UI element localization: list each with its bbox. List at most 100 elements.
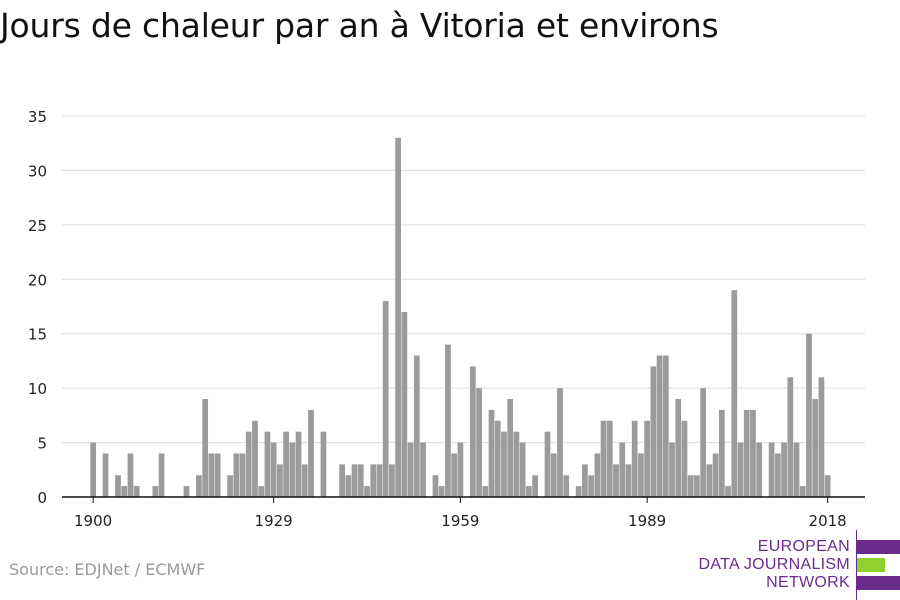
bar-1965 [494,420,501,497]
bar-1917 [196,475,202,497]
x-tick-label: 2018 [809,512,847,530]
x-tick-label: 1989 [628,512,666,530]
bar-1942 [351,464,358,497]
bar-1927 [258,486,265,497]
logo-bar-purple-bottom [857,576,900,590]
bar-1961 [469,366,476,497]
bar-1985 [619,442,626,497]
bar-1955 [432,475,439,497]
bar-2001 [718,409,725,497]
bar-1945 [370,464,377,497]
bar-2017 [818,377,825,497]
bar-2002 [725,486,731,497]
bar-1999 [706,464,713,497]
x-tick-label: 1959 [441,512,479,530]
bar-1902 [102,453,109,497]
bar-1983 [606,420,613,497]
bar-1952 [413,355,420,497]
y-tick-label: 15 [28,326,47,344]
bar-2013 [793,442,800,497]
bar-2003 [731,290,738,497]
bar-1975 [557,388,563,497]
bar-1980 [588,475,594,497]
bar-1963 [482,486,489,497]
bar-2016 [812,399,819,497]
bar-1990 [650,366,657,497]
bar-1988 [638,453,644,497]
bar-1958 [451,453,458,497]
bar-1941 [345,475,352,497]
bar-1933 [295,431,302,497]
bar-1996 [687,475,694,497]
bar-1967 [507,399,514,497]
bar-1989 [644,420,650,497]
y-tick-label: 25 [28,217,47,235]
bar-2011 [781,442,787,497]
bar-1971 [532,475,538,497]
bar-1918 [202,399,209,497]
bar-1937 [320,431,327,497]
y-tick-label: 35 [28,108,47,126]
bar-1925 [245,431,252,497]
bar-1950 [401,311,408,497]
bar-1932 [289,442,296,497]
bar-1986 [625,464,632,497]
bar-1951 [407,442,414,497]
bar-1968 [513,431,520,497]
bar-2004 [737,442,744,497]
bar-1924 [239,453,246,497]
bar-1979 [582,464,588,497]
bar-2007 [756,442,763,497]
bar-1976 [563,475,570,497]
bar-1959 [457,442,464,497]
source-note: Source: EDJNet / ECMWF [9,560,206,579]
heat-days-bar-chart: 0 5 10 15 20 25 30 35 1900 1929 1959 1989 2018 [28,108,865,530]
bar-1998 [700,388,707,497]
bar-1900 [90,442,96,497]
bar-1928 [264,431,271,497]
logo-divider [856,530,857,600]
bar-1929 [270,442,277,497]
bar-1904 [115,475,121,497]
bar-1953 [420,442,426,497]
bar-1970 [525,486,532,497]
logo-bar-green [857,558,885,572]
bar-1922 [227,475,233,497]
y-tick-label: 20 [28,271,47,289]
logo-text-line-3: NETWORK [766,574,850,591]
bar-1919 [208,453,215,497]
bar-1969 [519,442,526,497]
bar-2012 [787,377,794,497]
bars [90,137,831,497]
bar-1946 [376,464,383,497]
bar-1947 [382,301,389,497]
bar-1910 [152,486,159,497]
y-tick-label: 0 [37,489,47,507]
bar-1957 [445,344,451,497]
bar-1987 [631,420,638,497]
bar-1997 [694,475,700,497]
y-tick-labels: 0 5 10 15 20 25 30 35 [28,108,47,507]
bar-1962 [476,388,482,497]
bar-1984 [613,464,619,497]
bar-2015 [806,333,812,497]
logo-text-line-2: DATA JOURNALISM [698,556,850,573]
bar-1931 [283,431,289,497]
logo-bar-purple-top [857,540,900,554]
bar-1966 [501,431,507,497]
y-tick-label: 30 [28,162,47,180]
bar-1981 [594,453,601,497]
y-tick-label: 10 [28,380,47,398]
bar-2005 [743,409,750,497]
bar-1974 [550,453,557,497]
bar-2006 [750,409,756,497]
x-tick-labels: 1900 1929 1959 1989 2018 [74,497,847,530]
x-tick-label: 1900 [74,512,112,530]
bar-1943 [357,464,364,497]
bar-1964 [488,409,495,497]
bar-2018 [824,475,831,497]
bar-1911 [158,453,165,497]
bar-1940 [339,464,345,497]
x-tick-label: 1929 [255,512,293,530]
bar-1930 [277,464,283,497]
